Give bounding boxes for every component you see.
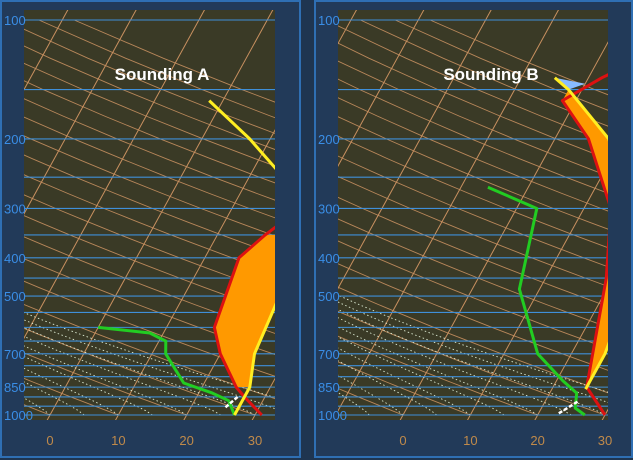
y-tick-label: 100 xyxy=(318,13,340,28)
y-tick-label: 400 xyxy=(4,251,26,266)
y-tick-label: 300 xyxy=(318,201,340,216)
x-tick-label: 10 xyxy=(463,433,477,448)
y-tick-label: 1000 xyxy=(4,408,33,423)
x-tick-label: 20 xyxy=(530,433,544,448)
y-tick-label: 500 xyxy=(4,289,26,304)
moist-adiabat xyxy=(316,139,336,415)
y-tick-label: 850 xyxy=(318,380,340,395)
sounding-a-panel: Sounding A 100 200 300 400 500 700 850 1000 0 10 20… xyxy=(0,0,301,458)
sounding-b-chart: Sounding B 100 200 300 400 500 700 850 1000 0 10 20… xyxy=(316,2,633,460)
x-tick-label: 10 xyxy=(111,433,125,448)
y-tick-label: 100 xyxy=(4,13,26,28)
sounding-a-chart: Sounding A 100 200 300 400 500 700 850 1000 0 10 20… xyxy=(2,2,303,460)
chart-title: Sounding A xyxy=(115,65,210,84)
chart-title: Sounding B xyxy=(443,65,538,84)
y-tick-label: 850 xyxy=(4,380,26,395)
x-tick-label: 30 xyxy=(248,433,262,448)
y-tick-label: 700 xyxy=(4,347,26,362)
moist-adiabat xyxy=(2,139,16,415)
x-tick-label: 0 xyxy=(399,433,406,448)
y-tick-label: 300 xyxy=(4,201,26,216)
negative-area-fill xyxy=(283,177,303,208)
y-tick-label: 700 xyxy=(318,347,340,362)
y-tick-label: 400 xyxy=(318,251,340,266)
y-tick-label: 500 xyxy=(318,289,340,304)
x-tick-label: 0 xyxy=(46,433,53,448)
x-tick-label: 30 xyxy=(598,433,612,448)
y-tick-label: 200 xyxy=(318,132,340,147)
sounding-b-panel: Sounding B 100 200 300 400 500 700 850 1000 0 10 20… xyxy=(314,0,633,458)
y-tick-label: 1000 xyxy=(318,408,347,423)
x-tick-label: 20 xyxy=(179,433,193,448)
y-tick-label: 200 xyxy=(4,132,26,147)
